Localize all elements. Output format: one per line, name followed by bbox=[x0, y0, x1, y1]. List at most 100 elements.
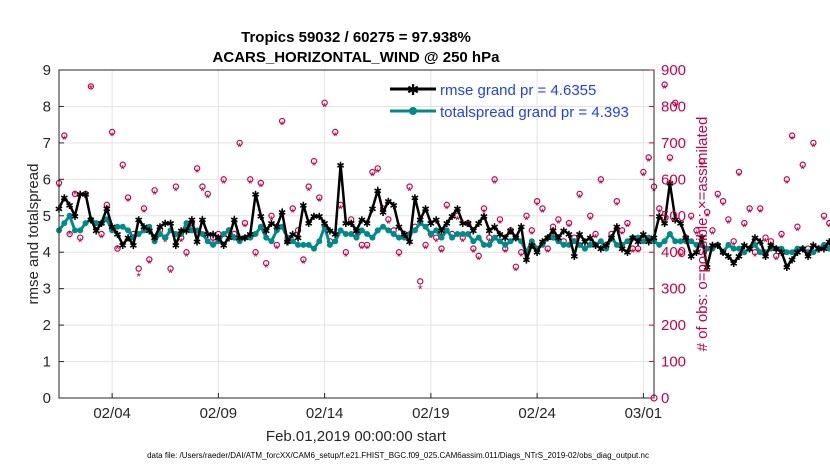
rmse-point: ✱ bbox=[60, 194, 68, 205]
rmse-point: ✱ bbox=[586, 234, 594, 245]
spread-point bbox=[61, 220, 68, 227]
obs-assimilated-point: * bbox=[136, 270, 141, 284]
rmse-point: ✱ bbox=[71, 212, 79, 223]
obs-assimilated-point: * bbox=[78, 235, 83, 249]
obs-assimilated-point: * bbox=[397, 250, 402, 264]
spread-point bbox=[417, 220, 424, 227]
obs-possible-point bbox=[783, 176, 791, 183]
rmse-point: ✱ bbox=[453, 204, 461, 215]
rmse-point: ✱ bbox=[421, 204, 429, 215]
obs-assimilated-point: * bbox=[827, 221, 830, 235]
rmse-point: ✱ bbox=[304, 219, 312, 230]
x-tick-label: 02/14 bbox=[306, 405, 344, 422]
obs-assimilated-point: * bbox=[620, 228, 625, 242]
rmse-point: ✱ bbox=[432, 215, 440, 226]
rmse-point: ✱ bbox=[687, 252, 695, 263]
rmse-point: ✱ bbox=[804, 252, 812, 263]
obs-possible-point bbox=[443, 201, 451, 209]
obs-assimilated-point: * bbox=[147, 257, 152, 271]
obs-assimilated-point: * bbox=[790, 133, 795, 147]
rmse-point: ✱ bbox=[607, 234, 615, 245]
rmse-point: ✱ bbox=[756, 237, 764, 248]
obs-assimilated-point: * bbox=[62, 133, 67, 147]
spread-point bbox=[661, 238, 668, 245]
obs-assimilated-point: * bbox=[264, 261, 269, 275]
spread-point bbox=[640, 238, 647, 245]
obs-assimilated-point: * bbox=[535, 199, 540, 213]
obs-assimilated-point: * bbox=[110, 130, 115, 144]
obs-possible-point bbox=[268, 212, 275, 219]
obs-possible-point bbox=[677, 249, 684, 256]
spread-point bbox=[789, 249, 796, 256]
spread-point bbox=[263, 234, 270, 241]
rmse-point: ✱ bbox=[209, 230, 217, 241]
obs-assimilated-point: * bbox=[556, 217, 561, 231]
rmse-point: ✱ bbox=[793, 248, 801, 259]
rmse-point: ✱ bbox=[113, 230, 121, 241]
x-axis-label: Feb.01,2019 00:00:00 start bbox=[266, 428, 447, 445]
rmse-point: ✱ bbox=[623, 248, 631, 259]
obs-assimilated-point: * bbox=[444, 202, 449, 216]
rmse-point: ✱ bbox=[97, 219, 105, 230]
rmse-point: ✱ bbox=[177, 226, 185, 237]
spread-point bbox=[66, 212, 73, 219]
y-axis-left: 0 1 2 3 4 5 6 7 8 9 bbox=[43, 62, 64, 407]
spread-point bbox=[295, 241, 302, 248]
spread-point bbox=[502, 241, 509, 248]
obs-assimilated-point: * bbox=[524, 213, 529, 227]
spread-point bbox=[390, 231, 397, 237]
obs-assimilated-point: * bbox=[800, 162, 805, 176]
rmse-point: ✱ bbox=[719, 248, 727, 259]
obs-assimilated-point: * bbox=[758, 206, 763, 220]
obs-assimilated-point: * bbox=[195, 166, 200, 180]
y-tick-label-left: 8 bbox=[43, 98, 51, 115]
obs-assimilated-point: * bbox=[646, 155, 651, 169]
rmse-point: ✱ bbox=[358, 215, 366, 226]
legend-label-rmse: rmse grand pr = 4.6355 bbox=[440, 82, 596, 99]
rmse-point: ✱ bbox=[140, 223, 148, 234]
spread-point bbox=[252, 231, 259, 237]
rmse-point: ✱ bbox=[533, 248, 541, 259]
obs-possible-point bbox=[87, 83, 95, 90]
rmse-point: ✱ bbox=[751, 234, 759, 245]
spread-point bbox=[672, 238, 679, 245]
rmse-point: ✱ bbox=[671, 215, 679, 226]
obs-assimilated-point: * bbox=[545, 246, 550, 260]
spread-point bbox=[560, 241, 567, 248]
obs-possible-point bbox=[204, 190, 211, 198]
obs-possible-point bbox=[193, 165, 201, 172]
obs-possible-point bbox=[199, 183, 206, 190]
rmse-point: ✱ bbox=[204, 230, 212, 241]
spread-point bbox=[571, 238, 578, 245]
obs-assimilated-point: * bbox=[662, 82, 667, 96]
obs-assimilated-point: * bbox=[715, 192, 720, 206]
rmse-point: ✱ bbox=[405, 237, 413, 248]
obs-possible-point bbox=[363, 241, 371, 249]
obs-possible-point bbox=[645, 154, 652, 161]
rmse-point: ✱ bbox=[289, 230, 297, 241]
y-tick-label-right: 0 bbox=[661, 390, 669, 407]
spread-point bbox=[385, 227, 392, 234]
y-tick-label-right: 900 bbox=[661, 62, 686, 79]
obs-assimilated-point: * bbox=[73, 188, 78, 202]
y-tick-label-right: 700 bbox=[661, 135, 686, 152]
spread-point bbox=[422, 223, 429, 230]
rmse-point: ✱ bbox=[772, 245, 780, 256]
obs-possible-point bbox=[475, 252, 482, 260]
rmse-point: ✱ bbox=[241, 234, 249, 245]
rmse-point: ✱ bbox=[506, 226, 514, 237]
x-tick-label: 02/09 bbox=[200, 405, 238, 422]
rmse-point: ✱ bbox=[119, 241, 127, 252]
rmse-point: ✱ bbox=[469, 226, 477, 237]
spread-point bbox=[210, 241, 217, 248]
obs-possible-point bbox=[719, 197, 727, 205]
obs-assimilated-point: * bbox=[599, 177, 604, 191]
obs-assimilated-point: * bbox=[375, 166, 380, 180]
obs-possible-point bbox=[714, 190, 721, 198]
rmse-point: ✱ bbox=[134, 215, 142, 226]
rmse-point: ✱ bbox=[336, 161, 344, 172]
y-tick-label-left: 6 bbox=[43, 171, 51, 188]
obs-assimilated-point: * bbox=[508, 228, 513, 242]
obs-assimilated-point: * bbox=[466, 221, 471, 235]
obs-assimilated-point: * bbox=[779, 232, 784, 246]
